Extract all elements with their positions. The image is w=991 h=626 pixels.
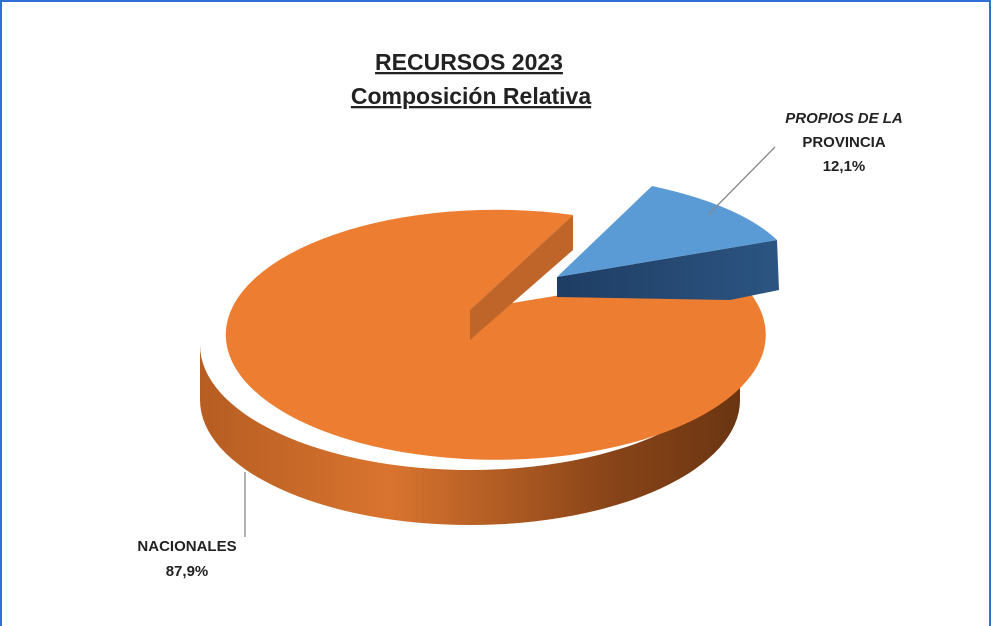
- data-label-propios-line-2: PROVINCIA: [802, 134, 886, 151]
- data-label-propios-line-1: PROPIOS DE LA: [785, 110, 903, 127]
- data-label-propios-value: 12,1%: [823, 158, 866, 175]
- pie-slice-nacionales-top: [225, 209, 766, 460]
- pie-slice-propios-side: [557, 240, 779, 300]
- chart-title: RECURSOS 2023 Composición Relativa: [351, 49, 591, 109]
- data-label-nacionales: NACIONALES 87,9%: [137, 538, 236, 580]
- chart-title-line-1: RECURSOS 2023: [375, 49, 563, 75]
- pie-slice-nacionales-cut-face: [470, 215, 573, 340]
- data-label-nacionales-value: 87,9%: [166, 563, 209, 580]
- data-label-propios: PROPIOS DE LA PROVINCIA 12,1%: [785, 110, 903, 175]
- pie-slice-nacionales: [200, 209, 766, 525]
- leader-line-propios: [707, 146, 776, 216]
- pie-slice-propios-top: [557, 186, 777, 277]
- pie-slice-nacionales-side: [200, 345, 740, 525]
- pie-slice-propios: [557, 186, 779, 300]
- data-label-nacionales-line-1: NACIONALES: [137, 538, 236, 555]
- chart-title-line-2: Composición Relativa: [351, 83, 591, 109]
